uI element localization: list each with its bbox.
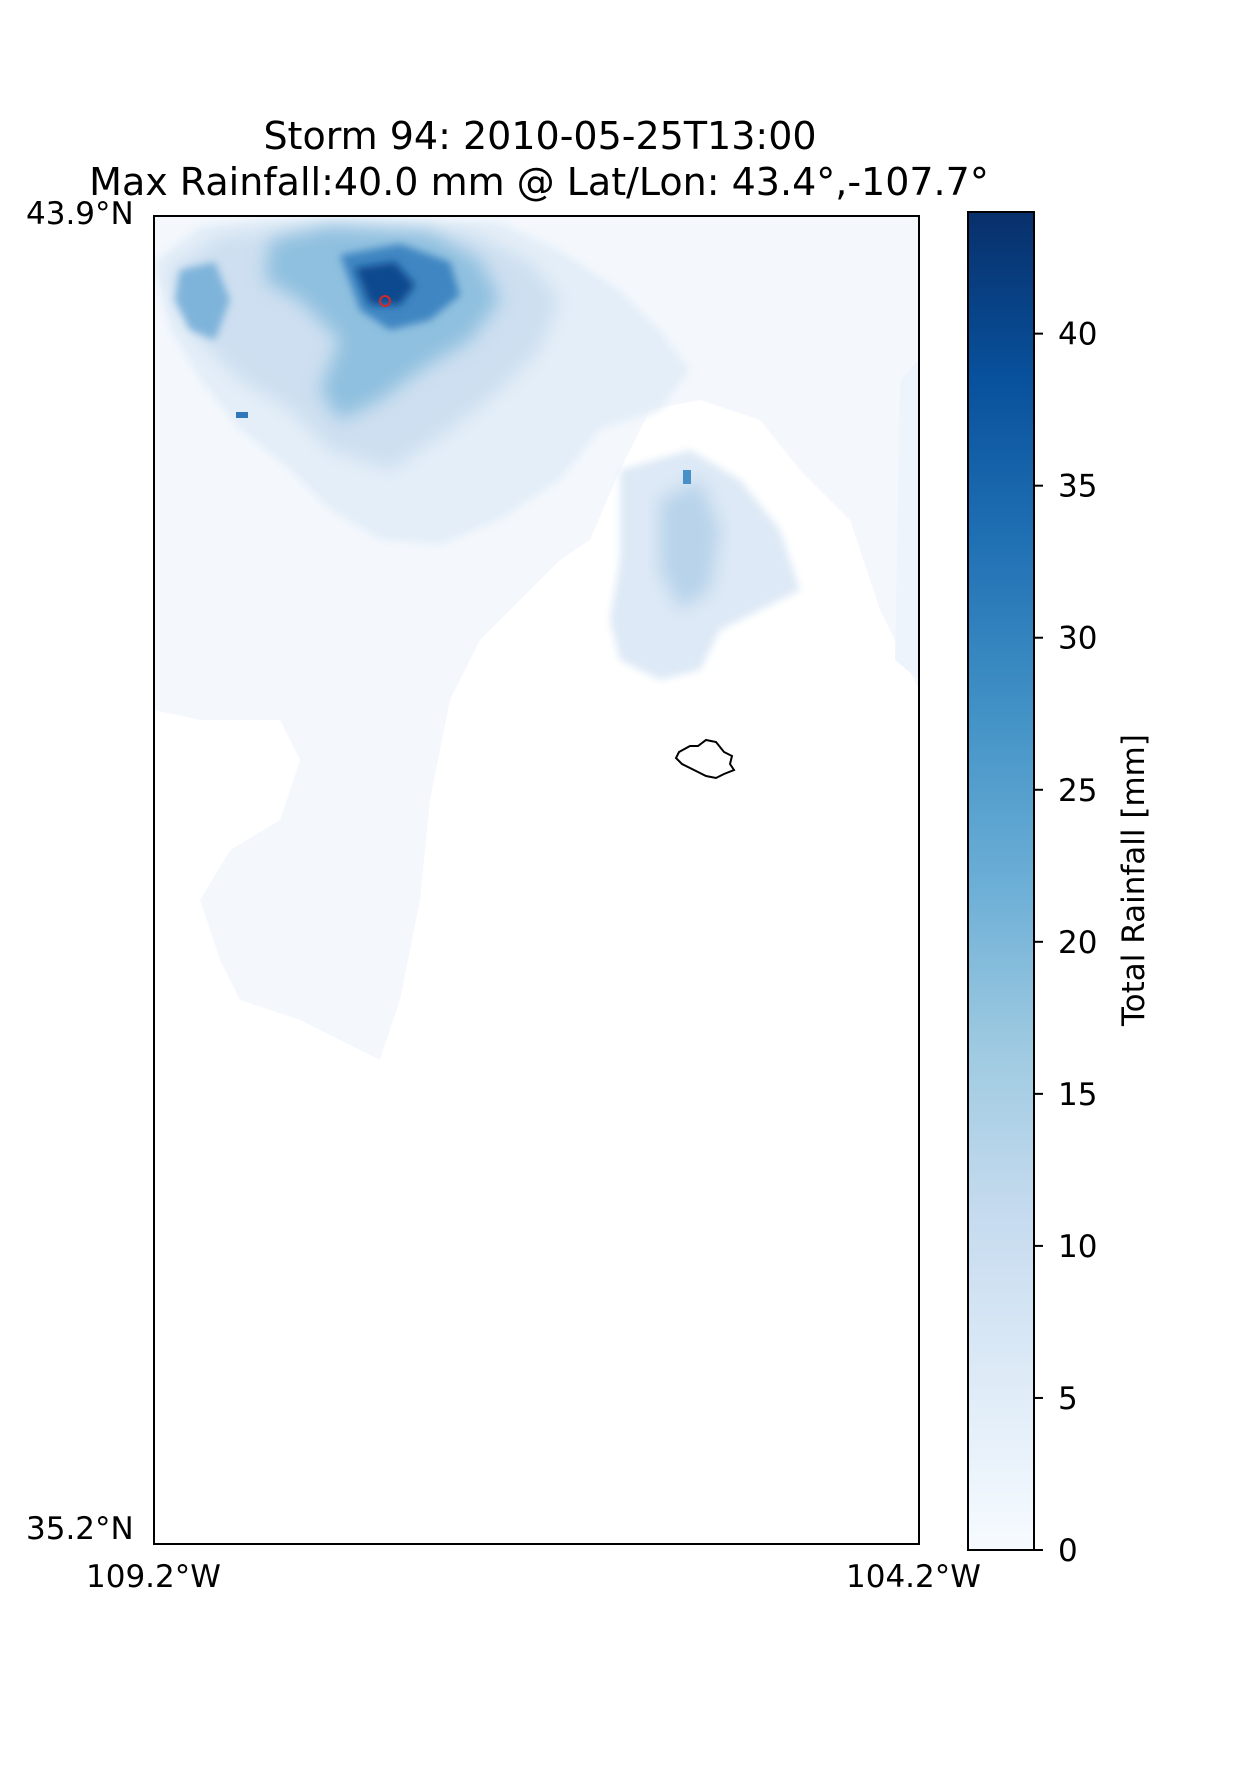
colorbar-tick-label: 35	[1058, 469, 1097, 505]
colorbar-tick-label: 5	[1058, 1381, 1078, 1417]
colorbar-label: Total Rainfall [mm]	[1116, 734, 1152, 1027]
lat-top-label: 43.9°N	[26, 196, 134, 232]
rainfall-field	[154, 216, 919, 1544]
colorbar-tick-label: 10	[1058, 1229, 1097, 1265]
map-subtitle: Max Rainfall:40.0 mm @ Lat/Lon: 43.4°,-1…	[89, 160, 989, 204]
colorbar-tick-label: 0	[1058, 1533, 1078, 1569]
colorbar	[967, 211, 1035, 1551]
map-frame	[153, 215, 920, 1545]
colorbar-tick-label: 25	[1058, 773, 1097, 809]
max-rainfall-marker	[379, 295, 391, 307]
colorbar-tick-label: 40	[1058, 317, 1097, 353]
colorbar-ticks: 0 5 10 15 20 25 30 35 40	[1034, 317, 1097, 1569]
lon-right-label: 104.2°W	[846, 1559, 981, 1595]
colorbar-tick-label: 20	[1058, 925, 1097, 961]
map-title: Storm 94: 2010-05-25T13:00	[263, 114, 817, 158]
lon-left-label: 109.2°W	[86, 1559, 221, 1595]
colorbar-tick-label: 30	[1058, 621, 1097, 657]
colorbar-tick-label: 15	[1058, 1077, 1097, 1113]
basin-outline	[674, 738, 736, 780]
lat-bottom-label: 35.2°N	[26, 1511, 134, 1547]
